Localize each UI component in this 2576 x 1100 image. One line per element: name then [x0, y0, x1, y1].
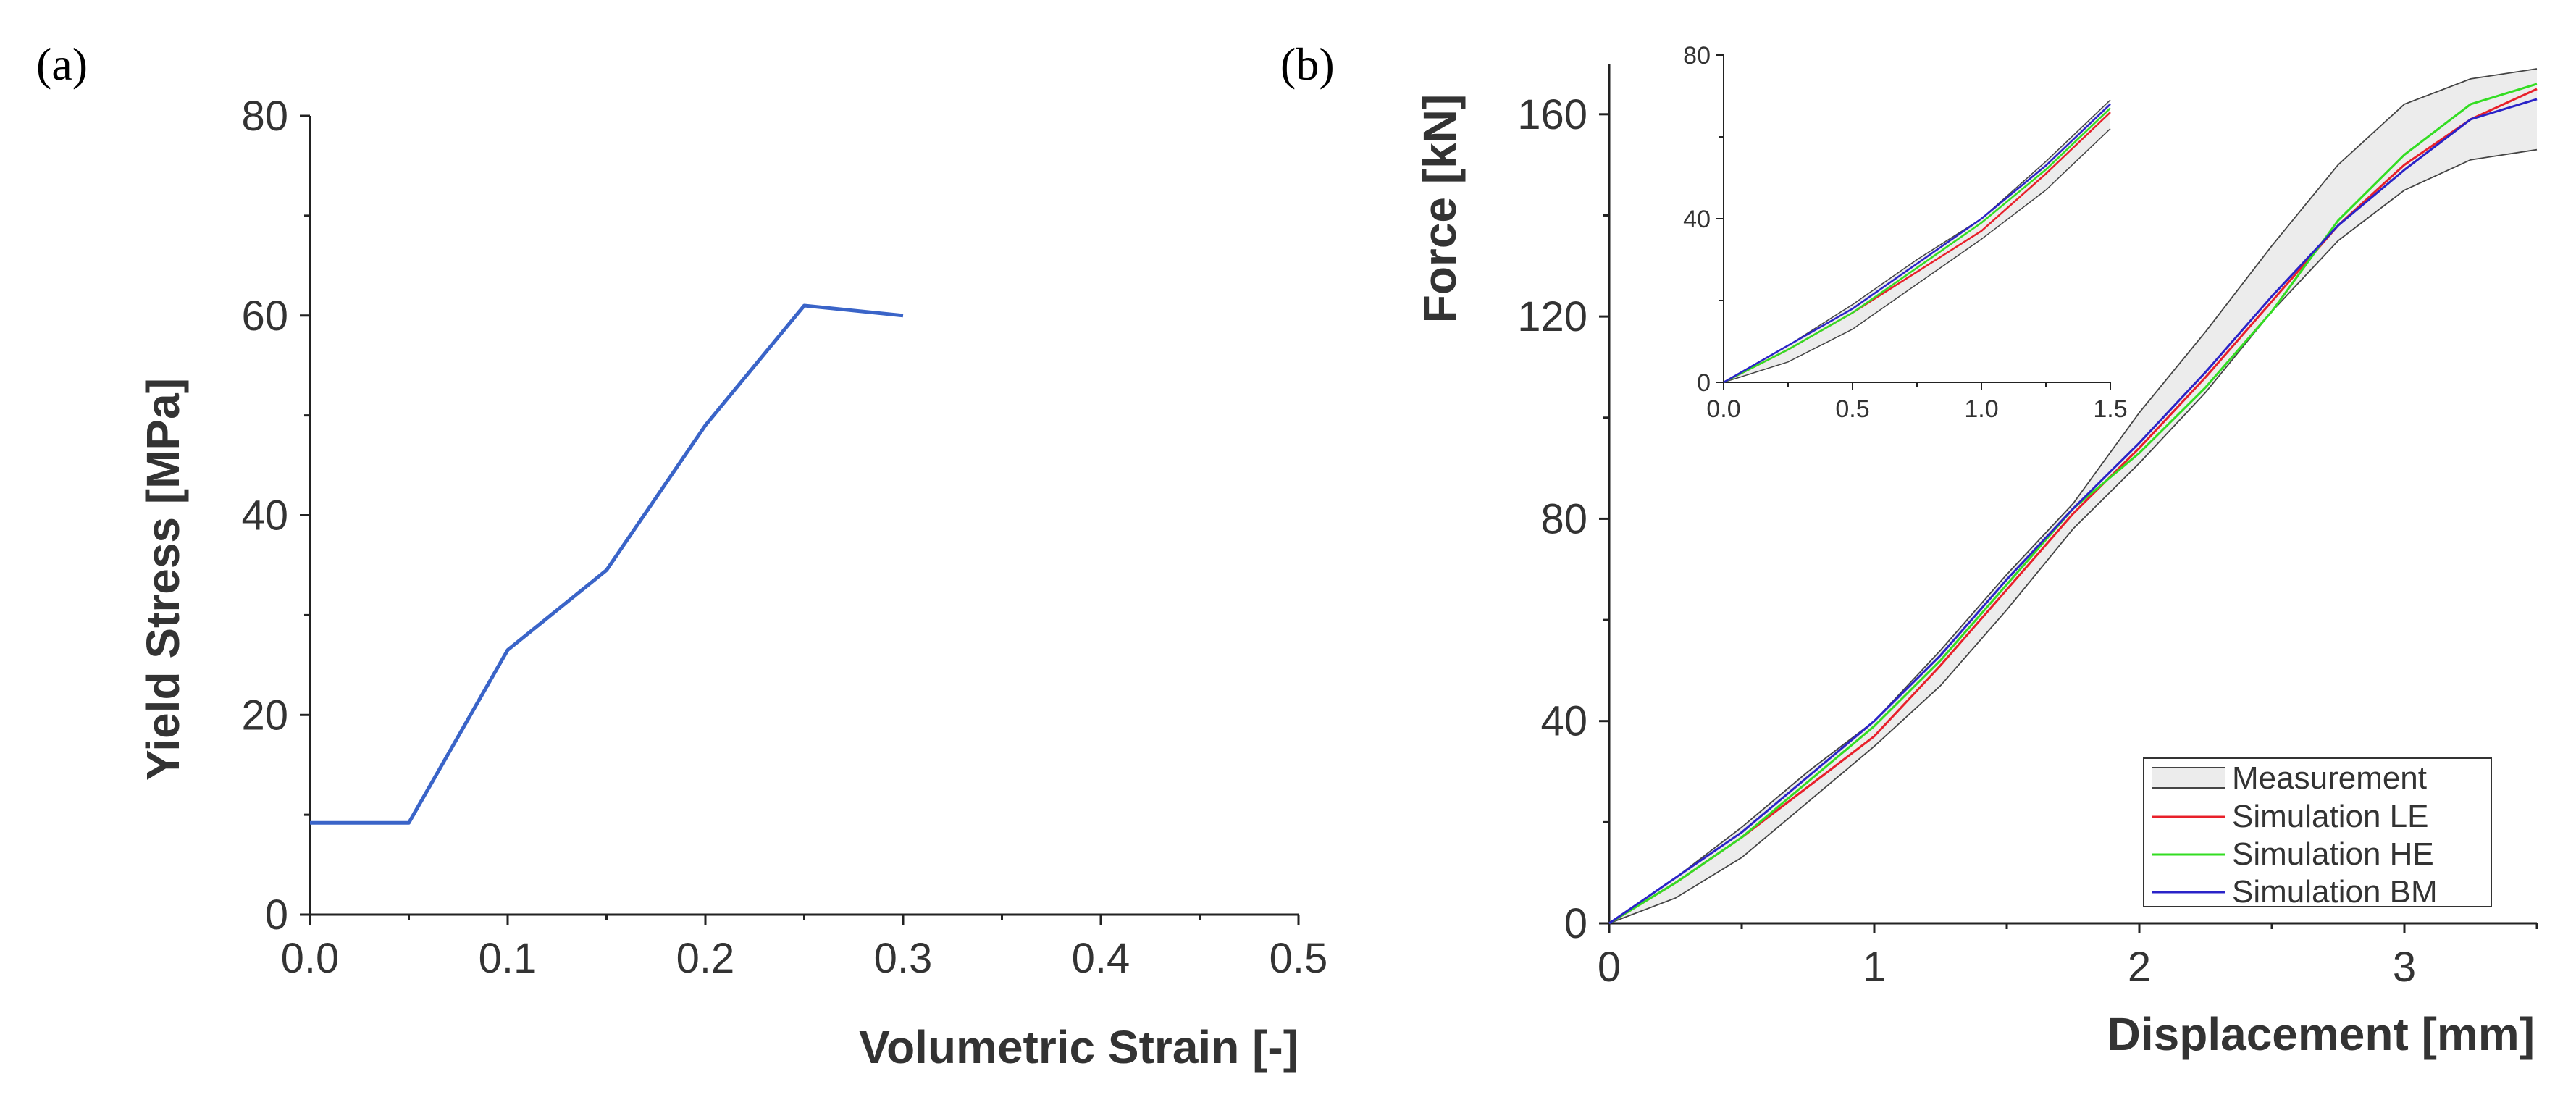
panel-b-measurement-band [1609, 69, 2537, 923]
panel-a-x-tick-label: 0.4 [1072, 935, 1130, 982]
panel-b: (b) 0 1 2 3 0 40 80 120 160 Displacement [mm] Fo… [1280, 38, 2538, 1060]
inset-x-tick-label: 0.5 [1835, 395, 1869, 423]
inset-simulation-bm-line [1723, 103, 2111, 384]
panel-b-inset: 0.0 0.5 1.0 1.5 0 40 80 [1683, 42, 2127, 423]
inset-measurement-band [1724, 100, 2110, 382]
panel-a: (a) 0.0 0.1 0.2 0.3 0.4 0.5 0 20 40 60 80 Volumetr… [36, 38, 1327, 1073]
panel-b-measurement-lower [1608, 148, 2538, 924]
panel-b-x-tick-label: 3 [2393, 944, 2416, 991]
panel-a-ticks: 0.0 0.1 0.2 0.3 0.4 0.5 0 20 40 60 80 [241, 93, 1327, 982]
panel-a-y-tick-label: 40 [241, 492, 288, 539]
legend-label-simulation-le: Simulation LE [2232, 799, 2428, 834]
panel-a-x-tick-label: 0.5 [1270, 935, 1328, 982]
panel-b-x-tick-label: 2 [2128, 944, 2151, 991]
panel-a-yield-stress-line [310, 303, 904, 825]
inset-y-tick-label: 40 [1683, 206, 1711, 233]
panel-b-ticks: 0 1 2 3 0 40 80 120 160 [1517, 91, 2538, 991]
legend-label-simulation-he: Simulation HE [2232, 836, 2434, 872]
panel-b-x-tick-label: 1 [1863, 944, 1886, 991]
panel-a-x-tick-label: 0.1 [479, 935, 537, 982]
panel-b-label: (b) [1280, 38, 1335, 90]
legend-item-simulation-le: Simulation LE [2152, 799, 2428, 834]
panel-b-simulation-bm-line [1608, 98, 2538, 925]
panel-b-measurement-upper [1608, 68, 2538, 924]
panel-a-series [310, 303, 904, 825]
panel-a-x-axis-title: Volumetric Strain [-] [859, 1021, 1299, 1073]
legend-item-simulation-he: Simulation HE [2152, 836, 2434, 872]
inset-y-tick-label: 0 [1697, 369, 1711, 397]
panel-a-label: (a) [36, 38, 88, 90]
panel-b-x-tick-label: 0 [1598, 944, 1621, 991]
inset-measurement-upper [1723, 99, 2111, 383]
panel-a-y-tick-label: 20 [241, 692, 288, 739]
inset-x-tick-label: 1.5 [2093, 395, 2127, 423]
legend-label-simulation-bm: Simulation BM [2232, 874, 2438, 910]
panel-a-y-axis-title: Yield Stress [MPa] [137, 378, 189, 781]
inset-simulation-he-line [1723, 107, 2111, 384]
panel-b-y-axis-title: Force [kN] [1414, 94, 1466, 324]
legend-item-simulation-bm: Simulation BM [2152, 874, 2438, 910]
panel-b-legend: Measurement Simulation LE Simulation HE … [2143, 757, 2492, 910]
legend-item-measurement: Measurement [2152, 760, 2427, 796]
inset-x-tick-label: 1.0 [1964, 395, 1998, 423]
inset-x-tick-label: 0.0 [1706, 395, 1740, 423]
legend-label-measurement: Measurement [2232, 760, 2427, 796]
panel-b-y-tick-label: 0 [1564, 900, 1587, 947]
panel-a-y-tick-label: 80 [241, 93, 288, 140]
panel-b-simulation-le-line [1608, 88, 2538, 925]
panel-a-x-tick-label: 0.0 [281, 935, 340, 982]
panel-a-y-tick-label: 0 [265, 891, 288, 939]
panel-b-y-tick-label: 40 [1540, 698, 1587, 745]
panel-b-axes [1608, 64, 2537, 925]
panel-b-y-tick-label: 80 [1540, 495, 1587, 542]
panel-b-y-tick-label: 160 [1517, 91, 1587, 138]
inset-simulation-le-line [1723, 112, 2111, 384]
panel-b-x-axis-title: Displacement [mm] [2107, 1008, 2535, 1060]
panel-a-x-tick-label: 0.3 [874, 935, 933, 982]
inset-measurement-lower [1723, 128, 2111, 383]
legend-swatch-measurement [2152, 768, 2225, 788]
panel-b-series [1608, 68, 2538, 925]
inset-y-tick-label: 80 [1683, 42, 1711, 70]
panel-a-y-tick-label: 60 [241, 293, 288, 340]
panel-a-x-tick-label: 0.2 [676, 935, 735, 982]
panel-b-y-tick-label: 120 [1517, 293, 1587, 340]
panel-a-axes [309, 116, 1299, 916]
